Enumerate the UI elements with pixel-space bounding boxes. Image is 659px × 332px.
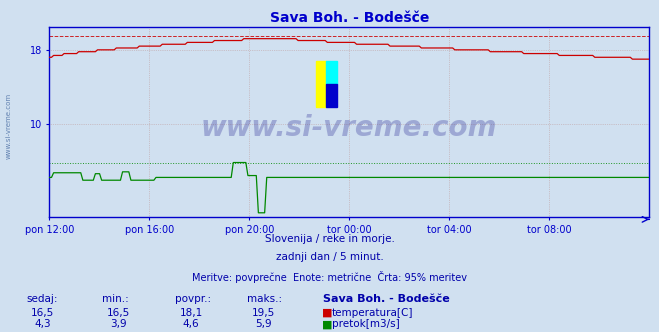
Text: Slovenija / reke in morje.: Slovenija / reke in morje. — [264, 234, 395, 244]
Text: 4,6: 4,6 — [183, 319, 200, 329]
Text: pretok[m3/s]: pretok[m3/s] — [332, 319, 400, 329]
Text: Sava Boh. - Bodešče: Sava Boh. - Bodešče — [323, 294, 449, 304]
Bar — [326, 84, 337, 107]
Text: povpr.:: povpr.: — [175, 294, 211, 304]
Text: ■: ■ — [322, 308, 332, 318]
Text: 5,9: 5,9 — [255, 319, 272, 329]
Text: maks.:: maks.: — [247, 294, 282, 304]
Text: 19,5: 19,5 — [252, 308, 275, 318]
Text: 18,1: 18,1 — [179, 308, 203, 318]
Text: temperatura[C]: temperatura[C] — [332, 308, 414, 318]
Text: 4,3: 4,3 — [34, 319, 51, 329]
Text: Meritve: povprečne  Enote: metrične  Črta: 95% meritev: Meritve: povprečne Enote: metrične Črta:… — [192, 271, 467, 283]
Text: 3,9: 3,9 — [110, 319, 127, 329]
Text: ■: ■ — [322, 319, 332, 329]
Text: www.si-vreme.com: www.si-vreme.com — [5, 93, 12, 159]
Text: 16,5: 16,5 — [107, 308, 130, 318]
Bar — [316, 61, 326, 107]
Text: www.si-vreme.com: www.si-vreme.com — [201, 114, 498, 142]
Text: sedaj:: sedaj: — [26, 294, 58, 304]
Bar — [326, 61, 337, 84]
Title: Sava Boh. - Bodešče: Sava Boh. - Bodešče — [270, 11, 429, 25]
Text: min.:: min.: — [102, 294, 129, 304]
Text: 16,5: 16,5 — [31, 308, 55, 318]
Text: zadnji dan / 5 minut.: zadnji dan / 5 minut. — [275, 252, 384, 262]
